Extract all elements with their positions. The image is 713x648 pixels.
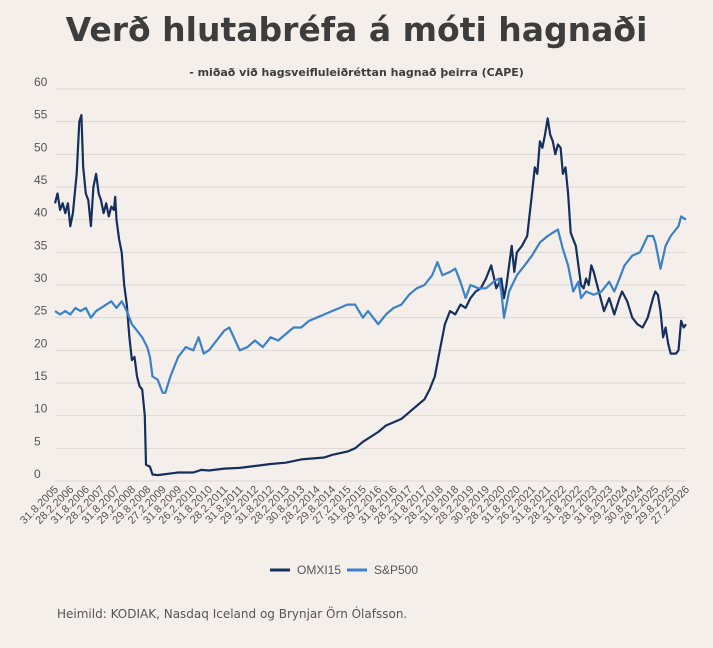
series-line-omxi15 <box>53 114 687 477</box>
legend-label-sp500: S&P500 <box>374 563 418 577</box>
y-tick-label: 55 <box>34 108 48 122</box>
chart-title: Verð hlutabréfa á móti hagnaði <box>65 10 648 49</box>
y-tick-label: 10 <box>34 402 48 416</box>
y-tick-label: 45 <box>34 173 48 187</box>
y-tick-label: 5 <box>34 434 41 448</box>
y-tick-label: 20 <box>34 336 48 350</box>
series-line-sp500 <box>54 215 687 394</box>
y-tick-label: 60 <box>34 75 48 89</box>
y-tick-label: 15 <box>34 369 48 383</box>
legend-label-omxi15: OMXI15 <box>297 563 341 577</box>
chart-subtitle: - miðað við hagsveifluleiðréttan hagnað … <box>189 66 524 79</box>
source-note: Heimild: KODIAK, Nasdaq Iceland og Brynj… <box>57 607 408 621</box>
y-tick-label: 30 <box>34 271 48 285</box>
y-tick-label: 25 <box>34 304 48 318</box>
y-tick-label: 50 <box>34 140 48 154</box>
y-tick-label: 40 <box>34 206 48 220</box>
y-tick-label: 35 <box>34 238 48 252</box>
y-tick-label: 0 <box>34 467 41 481</box>
